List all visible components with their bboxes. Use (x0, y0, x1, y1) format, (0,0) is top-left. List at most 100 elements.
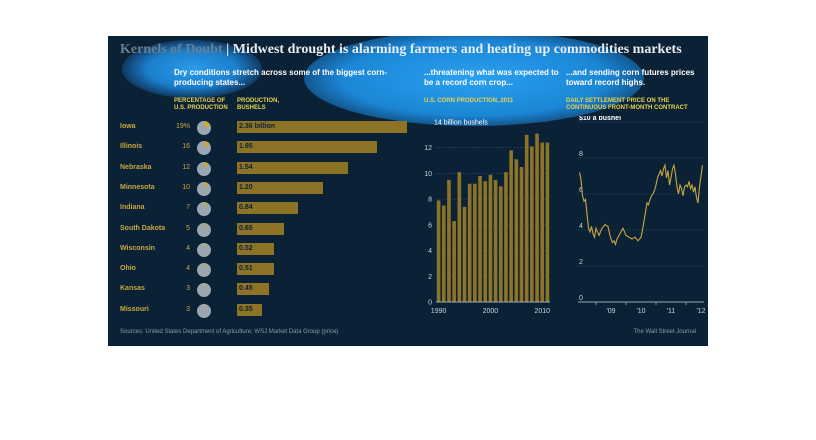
pie-share-slice (204, 222, 207, 230)
state-pie (197, 181, 211, 196)
production-bar (237, 263, 274, 276)
state-row: Indiana 7 0.84 (108, 202, 408, 217)
year-bar (524, 134, 529, 302)
year-bar (473, 183, 477, 302)
production-bar (237, 181, 324, 194)
production-value-label: 0.65 (239, 224, 253, 232)
state-name: Indiana (120, 204, 145, 212)
state-pie (197, 161, 211, 176)
year-bar (441, 205, 446, 302)
y-tick-label: 12 (424, 145, 432, 152)
year-bar (483, 181, 488, 302)
state-pct-label: 19% (175, 123, 190, 130)
year-bar (530, 146, 534, 302)
production-bar (237, 303, 263, 316)
production-value-label: 0.51 (239, 265, 253, 273)
year-bar (488, 174, 493, 302)
year-bar (436, 200, 441, 302)
production-value-label: 1.20 (239, 183, 253, 191)
year-bar (493, 179, 498, 302)
x-tick-label: 1990 (431, 308, 447, 315)
production-column-header: PRODUCTION, BUSHELS (237, 98, 279, 111)
production-value-label: 0.45 (239, 285, 253, 293)
pie-share-slice (204, 242, 206, 250)
production-value-label: 0.84 (239, 204, 253, 212)
year-bar (535, 133, 539, 302)
state-pct-label: 4 (186, 265, 190, 273)
state-name: Minnesota (120, 183, 155, 191)
y-tick-label: 0 (428, 300, 432, 307)
state-row: Kansas 3 0.45 (108, 283, 408, 298)
us-corn-production-chart: 0 2 4 6 8 10 12 14 billion bushels 1990 2000 2010 (424, 120, 550, 316)
pie-share-slice (204, 283, 206, 291)
state-name: Wisconsin (120, 244, 155, 252)
production-bar (237, 141, 378, 154)
x-tick-label: 2000 (483, 308, 499, 315)
state-pct-label: 16 (182, 143, 190, 151)
title-rest: | Midwest drought is alarming farmers an… (222, 42, 682, 57)
state-name: Nebraska (120, 163, 152, 171)
x-tick-label: 2010 (534, 308, 550, 315)
state-name: South Dakota (120, 224, 166, 232)
state-name: Kansas (120, 285, 145, 293)
state-row: Nebraska 12 1.54 (108, 161, 408, 176)
state-row: Iowa 19% 2.36 billion (108, 121, 408, 135)
infographic-panel: Kernels of Doubt | Midwest drought is al… (108, 36, 708, 346)
corn-price-chart: 0 2 4 6 8 $10 a bushel '09 '10 '11 '12 (578, 116, 706, 315)
production-value-label: 1.54 (239, 163, 253, 171)
credit-note: The Wall Street Journal (633, 329, 696, 335)
production-bar (237, 283, 270, 296)
pie-share-slice (204, 263, 206, 271)
year-bar (467, 183, 472, 302)
x-tick-label: '09 (606, 308, 615, 315)
state-pie (197, 283, 211, 298)
y-tick-label: 8 (579, 151, 583, 158)
year-bar (509, 150, 513, 302)
y-tick-label: 4 (428, 248, 432, 255)
state-pct-label: 7 (186, 204, 190, 212)
y-tick-label: 2 (579, 259, 583, 266)
state-pie (197, 202, 211, 217)
production-bar (237, 121, 407, 133)
state-pct-label: 5 (186, 224, 190, 232)
state-pct-label: 4 (186, 244, 190, 252)
x-tick-label: '12 (696, 308, 705, 315)
state-row: Missouri 3 0.35 (108, 303, 408, 318)
year-bar (457, 172, 462, 302)
pie-share-slice (204, 141, 210, 149)
source-note: Sources: United States Department of Agr… (120, 329, 339, 335)
year-bar (545, 142, 550, 302)
state-name: Illinois (120, 143, 143, 151)
production-bar (237, 161, 348, 174)
mid-headline: ...threatening what was expected to be a… (424, 68, 559, 87)
right-subheader: DAILY SETTLEMENT PRICE ON THE CONTINUOUS… (566, 98, 688, 111)
year-bar (519, 167, 524, 302)
pct-column-header: PERCENTAGE OF U.S. PRODUCTION (174, 98, 228, 111)
year-bar (452, 221, 456, 302)
year-bar (540, 142, 545, 302)
year-bar (478, 176, 482, 302)
title-lead: Kernels of Doubt (120, 42, 223, 57)
y-tick-label: 0 (579, 295, 583, 302)
y-tick-label: 10 (424, 171, 432, 178)
production-bar (237, 242, 275, 255)
right-headline: ...and sending corn futures prices towar… (566, 68, 695, 87)
x-tick-label: '11 (667, 308, 676, 315)
y-tick-label: 6 (428, 222, 432, 229)
state-pie (197, 263, 211, 278)
state-pct-label: 3 (186, 305, 190, 313)
y-tick-label: 14 billion bushels (434, 120, 488, 127)
year-bar (514, 159, 519, 302)
year-bar (504, 172, 508, 302)
pie-share-slice (204, 161, 209, 169)
y-tick-label: 6 (579, 187, 583, 194)
y-tick-label: 8 (428, 197, 432, 204)
state-row: Illinois 16 1.95 (108, 141, 408, 156)
production-value-label: 0.35 (239, 305, 253, 313)
state-row: Minnesota 10 1.20 (108, 181, 408, 196)
pie-share-slice (204, 181, 209, 189)
pie-share-slice (204, 121, 211, 128)
year-bar (447, 179, 451, 302)
pie-share-slice (204, 303, 206, 311)
y-tick-label: 4 (579, 223, 583, 230)
